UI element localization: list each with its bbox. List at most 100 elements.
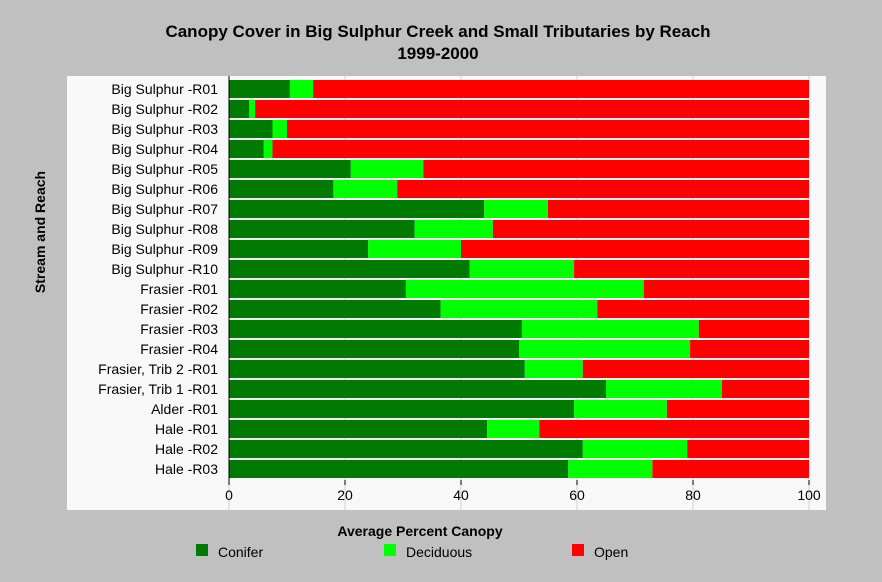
bar-open-10	[574, 260, 809, 278]
category-label-13: Frasier -R03	[140, 321, 218, 337]
bar-conifer-8	[229, 220, 415, 238]
bar-deciduous-16	[606, 380, 722, 398]
chart-subtitle: 1999-2000	[397, 44, 478, 63]
bar-open-11	[643, 280, 809, 298]
bar-deciduous-8	[414, 220, 493, 238]
legend-swatch-open	[572, 544, 584, 556]
bar-conifer-7	[229, 200, 485, 218]
bar-open-13	[698, 320, 809, 338]
category-label-11: Frasier -R01	[140, 281, 218, 297]
bar-conifer-3	[229, 120, 273, 138]
bar-deciduous-4	[263, 140, 273, 158]
bar-deciduous-15	[524, 360, 583, 378]
bar-conifer-1	[229, 80, 290, 98]
bar-conifer-5	[229, 160, 351, 178]
bar-conifer-18	[229, 420, 488, 438]
category-label-19: Hale -R02	[155, 441, 218, 457]
bar-open-9	[461, 240, 809, 258]
bar-deciduous-18	[487, 420, 540, 438]
bar-open-8	[492, 220, 809, 238]
x-tick-label-2: 40	[453, 487, 469, 503]
category-label-10: Big Sulphur -R10	[111, 261, 218, 277]
bar-conifer-15	[229, 360, 525, 378]
bar-deciduous-3	[272, 120, 287, 138]
x-tick-label-3: 60	[569, 487, 585, 503]
bar-deciduous-5	[350, 160, 424, 178]
category-label-20: Hale -R03	[155, 461, 218, 477]
bar-conifer-17	[229, 400, 575, 418]
bar-deciduous-7	[484, 200, 548, 218]
legend-label-conifer: Conifer	[218, 544, 263, 560]
bar-open-7	[548, 200, 809, 218]
x-tick-label-4: 80	[685, 487, 701, 503]
bar-deciduous-17	[574, 400, 667, 418]
category-labels: Big Sulphur -R01 Big Sulphur -R02 Big Sulp…	[98, 81, 218, 477]
category-label-3: Big Sulphur -R03	[111, 121, 218, 137]
bar-deciduous-6	[333, 180, 398, 198]
bar-open-16	[722, 380, 809, 398]
x-axis-title: Average Percent Canopy	[337, 523, 502, 539]
bar-open-15	[582, 360, 809, 378]
legend: Conifer Deciduous Open	[196, 544, 628, 560]
bar-open-5	[423, 160, 809, 178]
legend-swatch-conifer	[196, 544, 208, 556]
bar-conifer-2	[229, 100, 250, 118]
chart-title: Canopy Cover in Big Sulphur Creek and Sm…	[165, 22, 710, 41]
bar-open-2	[255, 100, 810, 118]
bar-deciduous-10	[469, 260, 575, 278]
bar-open-4	[272, 140, 809, 158]
bar-conifer-16	[229, 380, 606, 398]
x-tick-label-5: 100	[797, 487, 821, 503]
category-label-15: Frasier, Trib 2 -R01	[98, 361, 218, 377]
bar-deciduous-12	[440, 300, 598, 318]
x-tick-label-1: 20	[337, 487, 353, 503]
bar-open-1	[313, 80, 809, 98]
category-label-9: Big Sulphur -R09	[111, 241, 218, 257]
bar-conifer-9	[229, 240, 369, 258]
bar-deciduous-20	[568, 460, 653, 478]
bar-deciduous-2	[249, 100, 256, 118]
bar-open-12	[597, 300, 809, 318]
bar-open-19	[687, 440, 809, 458]
category-label-14: Frasier -R04	[140, 341, 218, 357]
bar-conifer-6	[229, 180, 334, 198]
bar-conifer-19	[229, 440, 583, 458]
legend-swatch-deciduous	[384, 544, 396, 556]
category-label-4: Big Sulphur -R04	[111, 141, 218, 157]
bar-conifer-10	[229, 260, 470, 278]
legend-label-open: Open	[594, 544, 628, 560]
bar-conifer-14	[229, 340, 519, 358]
category-label-7: Big Sulphur -R07	[111, 201, 218, 217]
category-label-2: Big Sulphur -R02	[111, 101, 218, 117]
category-label-1: Big Sulphur -R01	[111, 81, 218, 97]
bar-deciduous-11	[405, 280, 644, 298]
bar-deciduous-1	[289, 80, 314, 98]
category-label-6: Big Sulphur -R06	[111, 181, 218, 197]
bar-deciduous-13	[521, 320, 699, 338]
bar-open-14	[690, 340, 809, 358]
bar-conifer-20	[229, 460, 569, 478]
bar-conifer-4	[229, 140, 264, 158]
legend-label-deciduous: Deciduous	[406, 544, 472, 560]
category-label-8: Big Sulphur -R08	[111, 221, 218, 237]
bar-deciduous-19	[582, 440, 688, 458]
bar-deciduous-14	[519, 340, 691, 358]
bar-open-6	[397, 180, 809, 198]
bar-open-3	[287, 120, 809, 138]
y-axis-title: Stream and Reach	[32, 171, 48, 293]
bar-conifer-11	[229, 280, 406, 298]
bar-open-17	[666, 400, 809, 418]
bar-conifer-12	[229, 300, 441, 318]
bar-conifer-13	[229, 320, 522, 338]
bars-group	[228, 76, 810, 480]
category-label-16: Frasier, Trib 1 -R01	[98, 381, 218, 397]
category-label-12: Frasier -R02	[140, 301, 218, 317]
x-tick-label-0: 0	[225, 487, 233, 503]
category-label-5: Big Sulphur -R05	[111, 161, 218, 177]
x-ticks: 0 20 40 60 80 100	[225, 480, 821, 503]
bar-open-20	[652, 460, 809, 478]
category-label-17: Alder -R01	[151, 401, 218, 417]
category-label-18: Hale -R01	[155, 421, 218, 437]
bar-open-18	[539, 420, 809, 438]
